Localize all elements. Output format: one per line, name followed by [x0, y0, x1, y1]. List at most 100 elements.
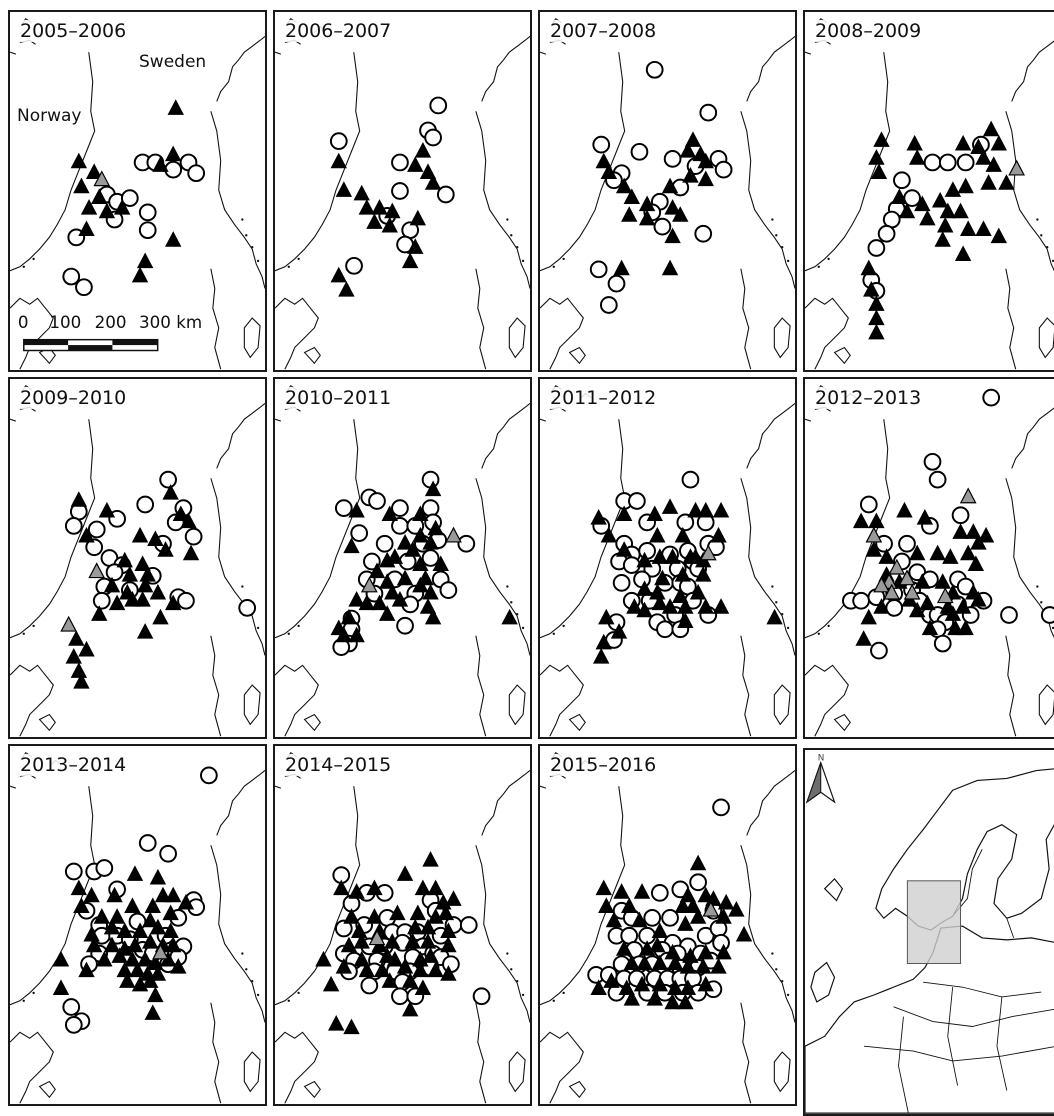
open-circle-marker — [92, 591, 111, 610]
black-triangle-marker — [68, 630, 85, 646]
open-circle-marker — [898, 534, 916, 553]
black-triangle-marker — [710, 526, 727, 543]
black-triangle-marker — [613, 259, 630, 276]
black-triangle-marker — [424, 608, 442, 625]
black-triangle-marker — [615, 541, 633, 557]
black-triangle-marker — [852, 512, 870, 529]
open-circle-marker — [177, 591, 195, 610]
black-triangle-marker — [906, 134, 923, 151]
open-circle-marker — [345, 256, 363, 275]
black-triangle-marker — [386, 548, 404, 564]
grey-triangle-marker — [883, 583, 901, 600]
black-triangle-marker — [358, 199, 375, 215]
black-triangle-marker — [129, 961, 146, 978]
black-triangle-marker — [386, 950, 404, 967]
open-circle-marker — [599, 296, 618, 314]
black-triangle-marker — [649, 936, 666, 953]
open-circle-marker — [95, 859, 114, 877]
open-circle-marker — [951, 506, 970, 525]
black-triangle-marker — [970, 138, 987, 155]
black-triangle-marker — [631, 911, 648, 928]
open-circle-marker — [1000, 606, 1018, 624]
open-circle-marker — [681, 470, 700, 489]
open-circle-marker — [859, 495, 878, 514]
black-triangle-marker — [116, 551, 133, 568]
black-triangle-marker — [916, 509, 934, 525]
black-triangle-marker — [167, 99, 184, 115]
map-panel-2005-2006: 0 100 200 300 km 2005–2006 Norway Sweden — [8, 10, 267, 372]
open-circle-marker — [329, 132, 348, 150]
open-circle-marker — [877, 224, 896, 243]
black-triangle-marker — [353, 184, 370, 201]
black-triangle-marker — [422, 533, 439, 550]
grey-triangle-marker — [865, 526, 883, 543]
map-panel-2014-2015: 2014–2015 — [273, 744, 532, 1106]
panel-map-svg — [540, 17, 795, 370]
black-triangle-marker — [409, 209, 426, 226]
black-triangle-marker — [440, 936, 457, 953]
black-triangle-marker — [371, 594, 388, 611]
black-triangle-marker — [396, 958, 414, 974]
black-triangle-marker — [623, 188, 640, 204]
open-circle-marker — [933, 634, 952, 653]
panel-year-label: 2014–2015 — [283, 754, 394, 776]
black-triangle-marker — [343, 1018, 360, 1035]
black-triangle-marker — [358, 594, 375, 611]
black-triangle-marker — [78, 220, 95, 237]
black-triangle-marker — [136, 576, 154, 593]
black-triangle-marker — [432, 555, 449, 571]
black-triangle-marker — [868, 295, 885, 311]
black-triangle-marker — [348, 591, 365, 607]
black-triangle-marker — [679, 979, 697, 995]
black-triangle-marker — [860, 259, 877, 276]
open-circle-marker — [375, 534, 394, 553]
black-triangle-marker — [103, 918, 121, 935]
open-circle-marker — [612, 574, 631, 592]
black-triangle-marker — [636, 551, 653, 568]
black-triangle-marker — [116, 961, 133, 978]
black-triangle-marker — [613, 883, 630, 899]
black-triangle-marker — [358, 961, 375, 978]
black-triangle-marker — [661, 498, 679, 514]
panel-year-label: 2010–2011 — [283, 387, 394, 409]
black-triangle-marker — [134, 591, 151, 607]
black-triangle-marker — [78, 526, 95, 543]
black-triangle-marker — [689, 908, 707, 924]
open-circle-marker — [85, 538, 104, 557]
black-triangle-marker — [131, 526, 149, 543]
black-triangle-marker — [664, 227, 681, 244]
black-triangle-marker — [422, 583, 439, 600]
black-triangle-marker — [891, 188, 908, 204]
black-triangle-marker — [982, 120, 1000, 137]
black-triangle-marker — [404, 541, 421, 557]
north-arrow: N — [805, 754, 836, 804]
black-triangle-marker — [73, 177, 90, 194]
black-triangle-marker — [412, 526, 429, 543]
black-triangle-marker — [661, 259, 679, 276]
black-triangle-marker — [977, 526, 995, 543]
panel-map-svg — [275, 384, 530, 737]
black-triangle-marker — [664, 548, 681, 564]
open-circle-marker — [136, 495, 155, 514]
black-triangle-marker — [921, 619, 939, 636]
black-triangle-marker — [98, 501, 116, 518]
black-triangle-marker — [381, 505, 398, 522]
open-circle-marker — [429, 96, 448, 115]
black-triangle-marker — [417, 569, 434, 586]
open-circle-marker — [650, 884, 669, 902]
black-triangle-marker — [172, 505, 190, 522]
open-circle-marker — [592, 135, 611, 154]
black-triangle-marker — [598, 897, 615, 914]
open-circle-marker — [105, 563, 124, 582]
open-circle-marker — [893, 171, 911, 190]
panel-map-svg — [540, 384, 795, 737]
panel-year-label: 2008–2009 — [813, 20, 924, 42]
black-triangle-marker — [78, 961, 95, 978]
black-triangle-marker — [651, 594, 669, 611]
open-circle-marker — [938, 153, 957, 172]
black-triangle-marker — [919, 209, 936, 226]
black-triangle-marker — [136, 950, 154, 967]
black-triangle-marker — [83, 925, 100, 942]
grey-triangle-marker — [1008, 159, 1026, 176]
black-triangle-marker — [934, 231, 951, 247]
